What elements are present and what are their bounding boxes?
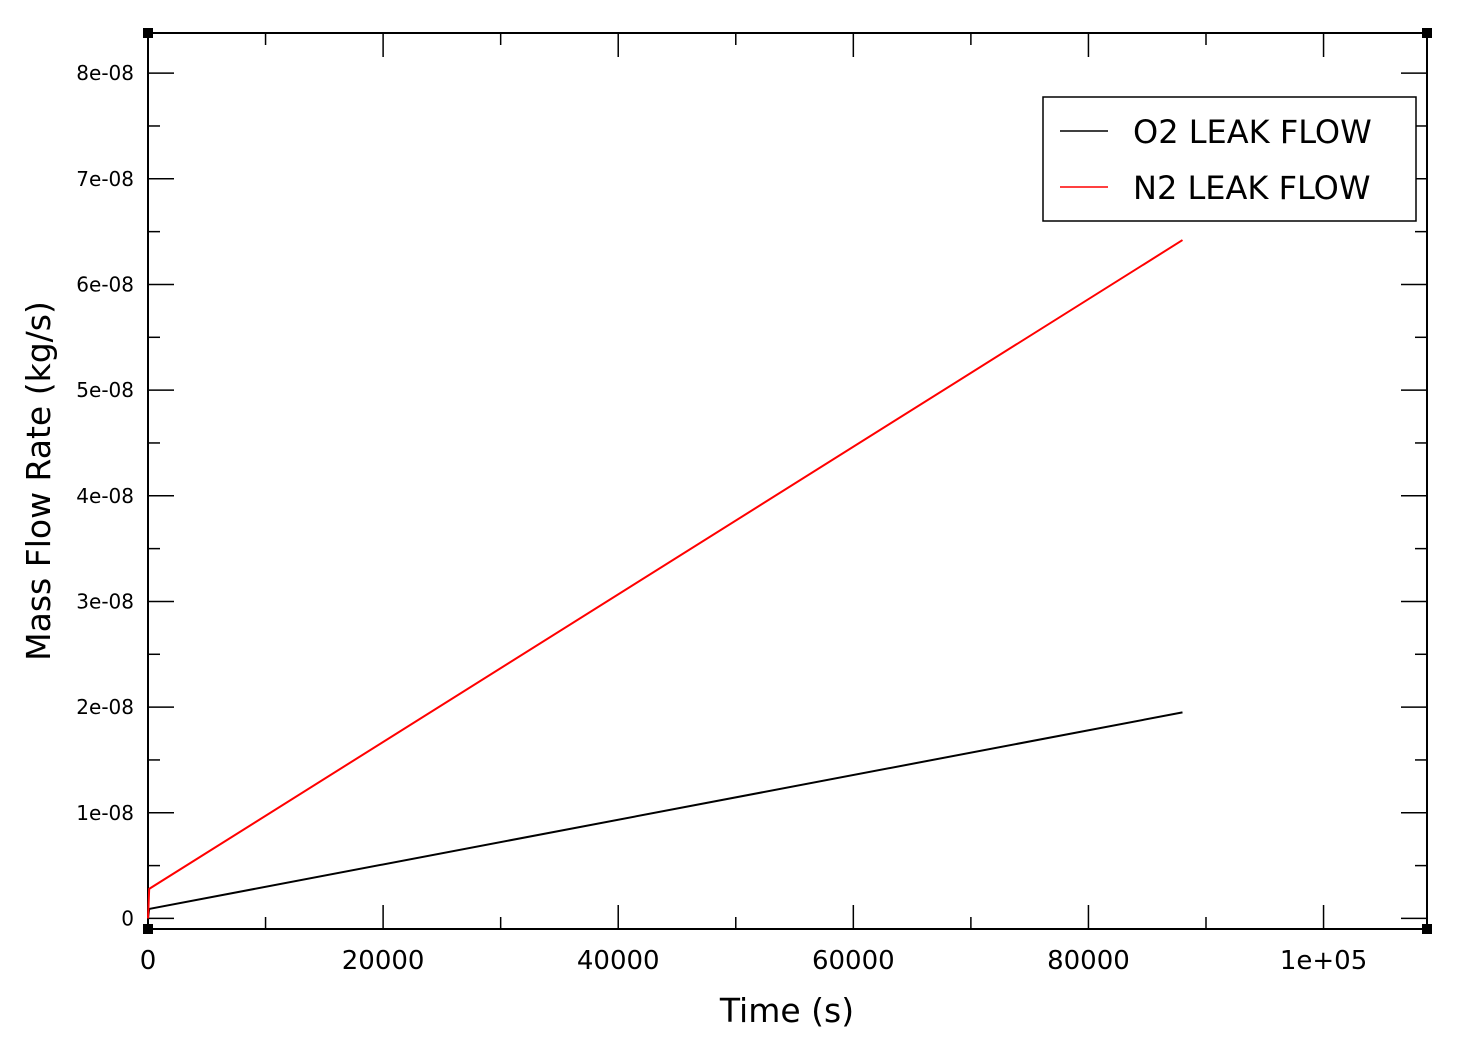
- y-tick-label: 3e-08: [76, 589, 134, 613]
- series-line-1: [147, 239, 1184, 919]
- y-axis-title: Mass Flow Rate (kg/s): [19, 301, 58, 661]
- x-tick-label: 20000: [342, 946, 425, 976]
- corner-marker: [1422, 924, 1432, 934]
- x-tick-label: 60000: [812, 946, 895, 976]
- legend-label-n2: N2 LEAK FLOW: [1133, 169, 1370, 207]
- corner-marker: [143, 924, 153, 934]
- legend-label-o2: O2 LEAK FLOW: [1133, 113, 1372, 151]
- x-tick-label: 80000: [1047, 946, 1130, 976]
- y-tick-label: 5e-08: [76, 378, 134, 402]
- axis-tick-labels: 0 20000 40000 60000 80000 1e+05 0 1e-08 2e-08 3e-…: [76, 61, 1367, 976]
- x-tick-label: 1e+05: [1280, 946, 1367, 976]
- y-tick-label: 8e-08: [76, 61, 134, 85]
- y-tick-label: 4e-08: [76, 484, 134, 508]
- legend-box: [1042, 96, 1417, 222]
- y-tick-label: 6e-08: [76, 272, 134, 296]
- x-tick-label: 0: [140, 946, 157, 976]
- legend: O2 LEAK FLOW N2 LEAK FLOW: [1042, 96, 1417, 222]
- y-tick-label: 2e-08: [76, 695, 134, 719]
- corner-marker: [1422, 28, 1432, 38]
- y-tick-label: 1e-08: [76, 801, 134, 825]
- series-lines: [147, 239, 1184, 919]
- y-tick-label: 7e-08: [76, 167, 134, 191]
- x-tick-label: 40000: [577, 946, 660, 976]
- corner-markers: [143, 28, 1432, 934]
- corner-marker: [143, 28, 153, 38]
- x-axis-title: Time (s): [719, 991, 854, 1030]
- y-tick-label: 0: [121, 906, 134, 930]
